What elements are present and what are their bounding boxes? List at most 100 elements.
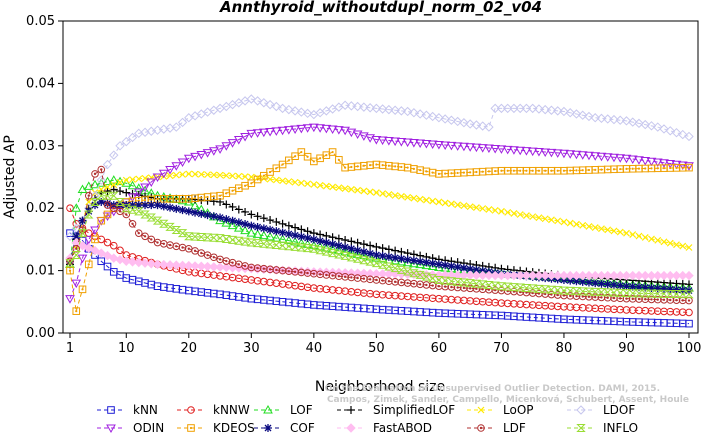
point-inflo-61 xyxy=(440,276,450,285)
point-simplifiedlof-38 xyxy=(297,225,306,234)
point-ldof-85 xyxy=(590,113,600,123)
point-cof-83 xyxy=(578,277,587,286)
point-loop-62 xyxy=(447,200,455,208)
point-lof-26 xyxy=(221,218,232,227)
point-lof-37 xyxy=(290,236,300,246)
point-odin-2 xyxy=(71,279,82,289)
point-loop-54 xyxy=(397,192,405,200)
point-inflo-89 xyxy=(615,288,625,297)
point-cof-24 xyxy=(209,212,218,221)
point-cof-91 xyxy=(628,282,637,291)
point-kdeos-37 xyxy=(291,152,299,160)
point-kdeos-7 xyxy=(103,210,112,219)
point-loop-11 xyxy=(129,176,136,183)
point-lof-2 xyxy=(71,203,82,212)
point-odin-27 xyxy=(227,139,238,148)
point-cof-57 xyxy=(416,257,425,266)
point-ldof-19 xyxy=(177,117,188,128)
point-fastabod-82 xyxy=(571,270,582,281)
point-ldof-71 xyxy=(502,103,513,114)
point-inflo-57 xyxy=(415,270,425,279)
point-cof-96 xyxy=(659,284,668,293)
point-inflo-73 xyxy=(515,283,525,292)
point-inflo-69 xyxy=(490,281,500,290)
legend-item-loop: LoOP xyxy=(467,403,534,417)
point-fastabod-88 xyxy=(609,270,619,281)
point-lof-47 xyxy=(352,249,363,258)
point-ldf-11 xyxy=(128,220,137,228)
point-kdeos-100 xyxy=(685,163,693,172)
point-inflo-18 xyxy=(171,226,182,235)
point-ldof-39 xyxy=(302,108,313,119)
point-loop-74 xyxy=(523,212,530,219)
point-fastabod-77 xyxy=(540,270,550,281)
point-cof-53 xyxy=(391,253,400,262)
point-ldof-60 xyxy=(434,113,444,123)
point-inflo-98 xyxy=(671,290,682,299)
point-kdeos-44 xyxy=(335,156,343,164)
point-inflo-86 xyxy=(596,288,607,297)
point-loop-33 xyxy=(266,175,274,183)
legend-item-cof: COF xyxy=(254,421,315,434)
point-fastabod-13 xyxy=(140,258,150,268)
point-ldof-82 xyxy=(571,109,582,119)
point-lof-20 xyxy=(183,196,194,206)
point-kdeos-5 xyxy=(91,235,99,244)
point-cof-64 xyxy=(459,264,468,273)
point-kdeos-41 xyxy=(316,154,324,163)
point-inflo-76 xyxy=(534,284,544,293)
point-ldof-91 xyxy=(628,117,638,127)
point-inflo-10 xyxy=(121,204,131,213)
y-tick-label-5: 0.05 xyxy=(26,14,55,29)
point-cof-17 xyxy=(166,203,175,212)
point-ldof-86 xyxy=(596,113,607,124)
point-kdeos-86 xyxy=(597,165,606,174)
point-odin-97 xyxy=(665,160,676,169)
point-odin-50 xyxy=(371,136,382,145)
point-inflo-79 xyxy=(552,286,563,295)
point-inflo-65 xyxy=(465,279,475,288)
series-loop xyxy=(66,170,693,265)
point-loop-83 xyxy=(579,221,587,229)
point-loop-13 xyxy=(141,174,149,182)
point-cof-30 xyxy=(247,221,256,230)
series-ldof xyxy=(65,94,694,241)
point-ldof-46 xyxy=(346,101,357,111)
point-lof-7 xyxy=(102,176,113,186)
point-ldf-7 xyxy=(103,201,112,209)
point-fastabod-70 xyxy=(496,270,507,281)
point-inflo-4 xyxy=(84,210,94,219)
point-ldof-88 xyxy=(609,114,619,125)
point-odin-59 xyxy=(427,140,438,150)
legend-item-lof: LOF xyxy=(254,403,313,417)
legend-marker-cof xyxy=(264,424,272,432)
point-ldf-25 xyxy=(216,255,224,264)
point-loop-78 xyxy=(548,216,555,224)
point-odin-5 xyxy=(90,226,100,236)
point-loop-73 xyxy=(516,211,524,218)
point-cof-94 xyxy=(647,283,656,292)
legend-item-knn: kNN xyxy=(97,403,158,417)
x-tick-label-4: 40 xyxy=(306,341,323,356)
series-kdeos xyxy=(66,148,693,315)
point-kdeos-77 xyxy=(541,166,549,175)
point-inflo-53 xyxy=(390,264,400,273)
point-ldof-61 xyxy=(440,114,450,124)
point-cof-47 xyxy=(353,246,362,255)
x-axis: 1 10 20 30 40 50 60 70 80 90 100 xyxy=(66,333,701,356)
point-ldof-45 xyxy=(340,100,350,110)
point-kdeos-29 xyxy=(241,181,249,190)
point-fastabod-21 xyxy=(190,261,200,271)
point-odin-37 xyxy=(290,125,300,134)
point-loop-48 xyxy=(360,187,368,195)
point-loop-25 xyxy=(216,171,224,179)
point-fastabod-95 xyxy=(653,270,663,281)
point-cof-97 xyxy=(666,285,675,294)
point-fastabod-63 xyxy=(452,270,463,280)
point-cof-11 xyxy=(128,201,137,210)
point-inflo-17 xyxy=(165,222,175,231)
point-cof-89 xyxy=(616,281,625,290)
point-cof-25 xyxy=(216,213,225,222)
legend-marker-fastabod xyxy=(346,423,356,433)
point-cof-38 xyxy=(297,232,306,241)
